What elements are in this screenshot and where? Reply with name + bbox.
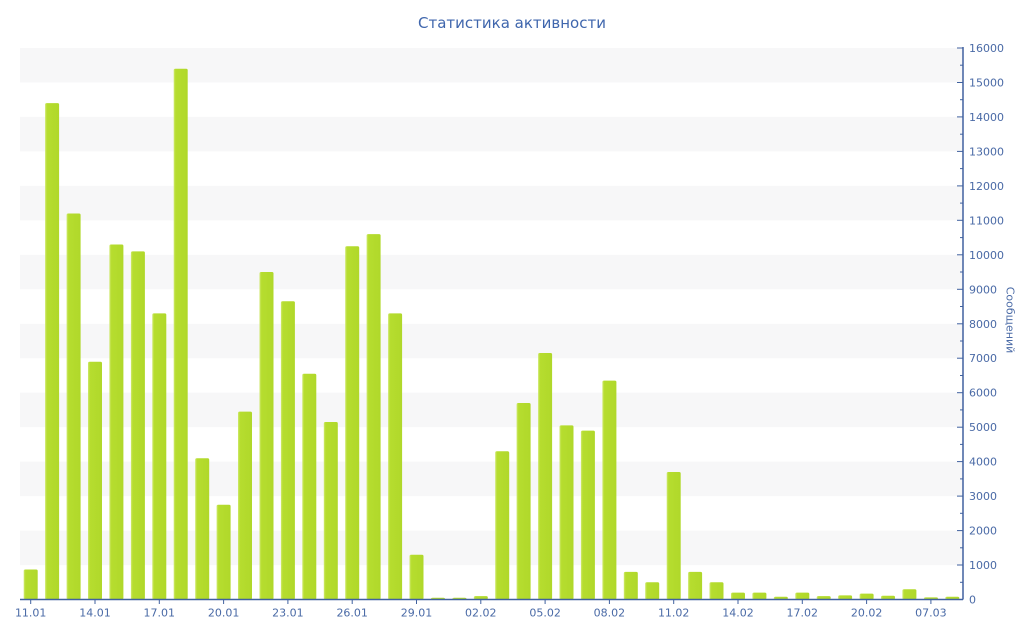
bar-22.02[interactable] (902, 589, 917, 600)
bar-11.02[interactable] (666, 472, 681, 600)
bar-10.02[interactable] (645, 582, 660, 600)
grid-band (20, 116, 963, 152)
y-tick-label: 6000 (969, 387, 997, 400)
x-tick-label: 07.03 (915, 607, 947, 620)
grid-band (20, 48, 963, 83)
bar-04.02[interactable] (516, 403, 531, 600)
x-tick-label: 08.02 (594, 607, 626, 620)
bar-12.01[interactable] (45, 103, 60, 600)
bar-25.01[interactable] (323, 422, 338, 600)
bar-17.01[interactable] (152, 313, 167, 600)
y-tick-label: 12000 (969, 180, 1004, 193)
y-tick-label: 11000 (969, 214, 1004, 227)
bar-15.01[interactable] (109, 244, 124, 600)
bar-13.02[interactable] (709, 582, 724, 600)
x-tick-label: 26.01 (336, 607, 368, 620)
bar-21.02[interactable] (881, 595, 895, 600)
bar-22.01[interactable] (259, 272, 274, 600)
bar-11.01[interactable] (23, 569, 38, 600)
bar-17.02[interactable] (795, 592, 810, 600)
y-tick-label: 15000 (969, 77, 1004, 90)
y-tick-label: 7000 (969, 352, 997, 365)
bar-18.01[interactable] (173, 68, 188, 600)
bar-15.02[interactable] (752, 592, 767, 600)
chart-title: Статистика активности (418, 14, 606, 32)
bar-21.01[interactable] (238, 411, 252, 600)
x-tick-label: 14.01 (79, 607, 111, 620)
bar-07.02[interactable] (580, 430, 595, 600)
y-tick-label: 8000 (969, 318, 997, 331)
y-tick-label: 0 (969, 594, 976, 607)
x-tick-label: 11.01 (15, 607, 47, 620)
y-tick-label: 4000 (969, 456, 997, 469)
grid-band (20, 185, 963, 221)
bar-09.02[interactable] (623, 571, 638, 600)
x-tick-label: 23.01 (272, 607, 304, 620)
bar-23.01[interactable] (280, 301, 295, 600)
bar-27.01[interactable] (366, 234, 381, 600)
bar-13.01[interactable] (66, 213, 81, 600)
y-tick-label: 16000 (969, 42, 1004, 55)
y-tick-label: 3000 (969, 490, 997, 503)
bar-02.02[interactable] (473, 596, 488, 600)
bar-20.01[interactable] (216, 504, 231, 600)
bar-20.02[interactable] (859, 593, 874, 600)
bar-24.01[interactable] (302, 373, 317, 600)
y-tick-label: 14000 (969, 111, 1004, 124)
y-tick-label: 10000 (969, 249, 1004, 262)
x-tick-label: 02.02 (465, 607, 497, 620)
bar-28.01[interactable] (388, 313, 403, 600)
bar-16.01[interactable] (130, 251, 145, 600)
bar-03.02[interactable] (495, 451, 510, 600)
bar-14.02[interactable] (731, 592, 745, 600)
x-tick-label: 29.01 (401, 607, 433, 620)
y-tick-label: 1000 (969, 559, 997, 572)
bar-05.02[interactable] (538, 353, 553, 600)
bar-26.01[interactable] (345, 246, 360, 600)
y-tick-label: 2000 (969, 525, 997, 538)
x-tick-label: 11.02 (658, 607, 690, 620)
x-tick-label: 05.02 (529, 607, 561, 620)
bar-12.02[interactable] (688, 571, 703, 600)
x-tick-label: 17.01 (144, 607, 176, 620)
bar-08.02[interactable] (602, 380, 617, 600)
bar-14.01[interactable] (88, 361, 102, 600)
grid-band (20, 254, 963, 290)
y-tick-label: 13000 (969, 145, 1004, 158)
y-tick-label: 5000 (969, 421, 997, 434)
y-tick-label: 9000 (969, 283, 997, 296)
x-tick-label: 17.02 (787, 607, 819, 620)
bar-06.02[interactable] (559, 425, 574, 600)
bar-29.01[interactable] (409, 554, 424, 600)
bar-19.01[interactable] (195, 458, 210, 600)
x-tick-label: 14.02 (722, 607, 754, 620)
x-tick-label: 20.01 (208, 607, 240, 620)
bar-19.02[interactable] (838, 595, 853, 600)
bar-18.02[interactable] (816, 596, 831, 600)
x-tick-label: 20.02 (851, 607, 883, 620)
